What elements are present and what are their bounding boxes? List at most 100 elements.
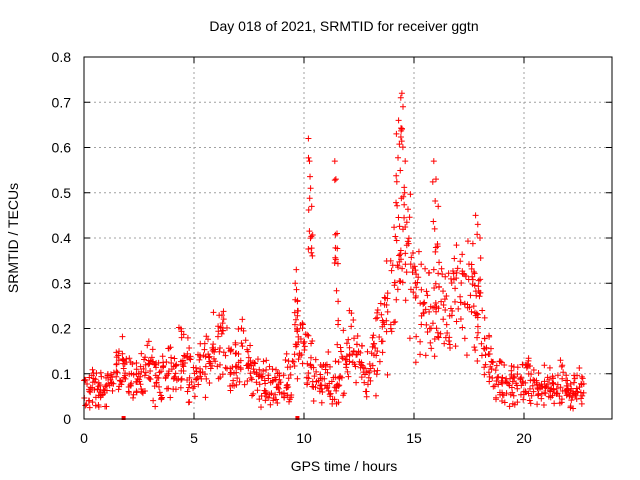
- data-point: [420, 310, 427, 317]
- data-point: [254, 356, 261, 363]
- data-point: [488, 365, 495, 372]
- data-point: [574, 372, 581, 379]
- data-point: [238, 340, 245, 347]
- data-point: [269, 377, 276, 384]
- data-point: [352, 363, 359, 370]
- data-point: [452, 343, 459, 350]
- data-point: [413, 284, 420, 291]
- data-point: [241, 381, 248, 388]
- data-point: [398, 125, 405, 132]
- data-point: [457, 293, 464, 300]
- data-point: [453, 275, 460, 282]
- data-point: [118, 378, 125, 385]
- data-point: [150, 397, 157, 404]
- data-point: [362, 371, 369, 378]
- data-point: [302, 331, 309, 338]
- data-point: [334, 230, 340, 237]
- data-point: [513, 380, 520, 387]
- data-point: [550, 375, 557, 382]
- data-point: [160, 359, 167, 366]
- data-point: [334, 245, 341, 252]
- data-point: [374, 367, 381, 374]
- data-point: [153, 379, 160, 386]
- data-point: [526, 385, 533, 392]
- y-tick-label: 0.6: [52, 140, 72, 156]
- data-point: [399, 265, 406, 272]
- data-point: [453, 242, 460, 249]
- data-point: [447, 275, 454, 282]
- data-point: [457, 299, 464, 306]
- data-point: [88, 372, 95, 379]
- data-point: [391, 282, 398, 289]
- data-point: [273, 366, 280, 373]
- data-point: [405, 235, 412, 242]
- data-point: [244, 346, 251, 353]
- data-point: [317, 371, 324, 378]
- data-point: [331, 177, 338, 184]
- data-point: [165, 368, 172, 375]
- data-point: [570, 379, 577, 386]
- data-point: [429, 320, 436, 327]
- data-point: [374, 314, 381, 321]
- data-point: [109, 387, 116, 394]
- data-point: [398, 90, 405, 97]
- data-point: [458, 280, 465, 287]
- data-point: [379, 349, 386, 356]
- data-point: [113, 361, 120, 368]
- data-point: [230, 377, 237, 384]
- data-point: [256, 366, 263, 373]
- data-point: [406, 214, 413, 221]
- data-point: [185, 384, 192, 391]
- data-point: [429, 178, 436, 185]
- data-point: [475, 329, 482, 336]
- data-point: [446, 341, 453, 348]
- data-point: [191, 393, 198, 400]
- x-axis-label: GPS time / hours: [291, 458, 398, 474]
- data-point: [417, 338, 424, 345]
- data-point: [405, 240, 412, 247]
- data-point: [446, 312, 453, 319]
- data-point: [395, 214, 402, 221]
- data-point: [511, 401, 518, 408]
- data-point: [293, 266, 300, 273]
- data-point: [108, 380, 115, 387]
- data-point: [215, 328, 222, 335]
- data-point: [324, 369, 331, 376]
- x-tick-label: 0: [80, 430, 88, 446]
- data-point: [392, 233, 399, 240]
- data-point: [576, 364, 583, 371]
- data-point: [362, 388, 369, 395]
- data-point: [158, 394, 165, 401]
- data-point: [402, 224, 409, 231]
- data-point: [305, 369, 312, 376]
- data-point: [432, 244, 439, 251]
- data-point: [121, 416, 126, 420]
- data-point: [142, 354, 149, 361]
- data-point: [267, 401, 274, 408]
- data-point: [432, 280, 439, 287]
- data-point: [517, 376, 524, 383]
- data-point: [363, 393, 370, 400]
- data-point: [286, 398, 293, 405]
- data-point: [579, 392, 586, 399]
- x-tick-label: 10: [296, 430, 312, 446]
- data-point: [406, 335, 413, 342]
- data-point: [323, 361, 330, 368]
- data-point: [421, 299, 428, 306]
- data-point: [503, 379, 510, 386]
- data-point: [527, 363, 534, 370]
- data-point: [120, 365, 127, 372]
- data-point: [307, 185, 314, 192]
- data-point: [472, 347, 479, 354]
- data-point: [433, 325, 440, 332]
- data-point: [393, 130, 400, 137]
- data-point: [210, 355, 217, 362]
- data-point: [184, 334, 191, 341]
- data-point: [520, 396, 527, 403]
- data-point: [239, 343, 246, 350]
- data-point: [479, 307, 486, 314]
- data-point: [103, 403, 110, 410]
- data-point: [251, 360, 258, 367]
- data-point: [510, 392, 517, 399]
